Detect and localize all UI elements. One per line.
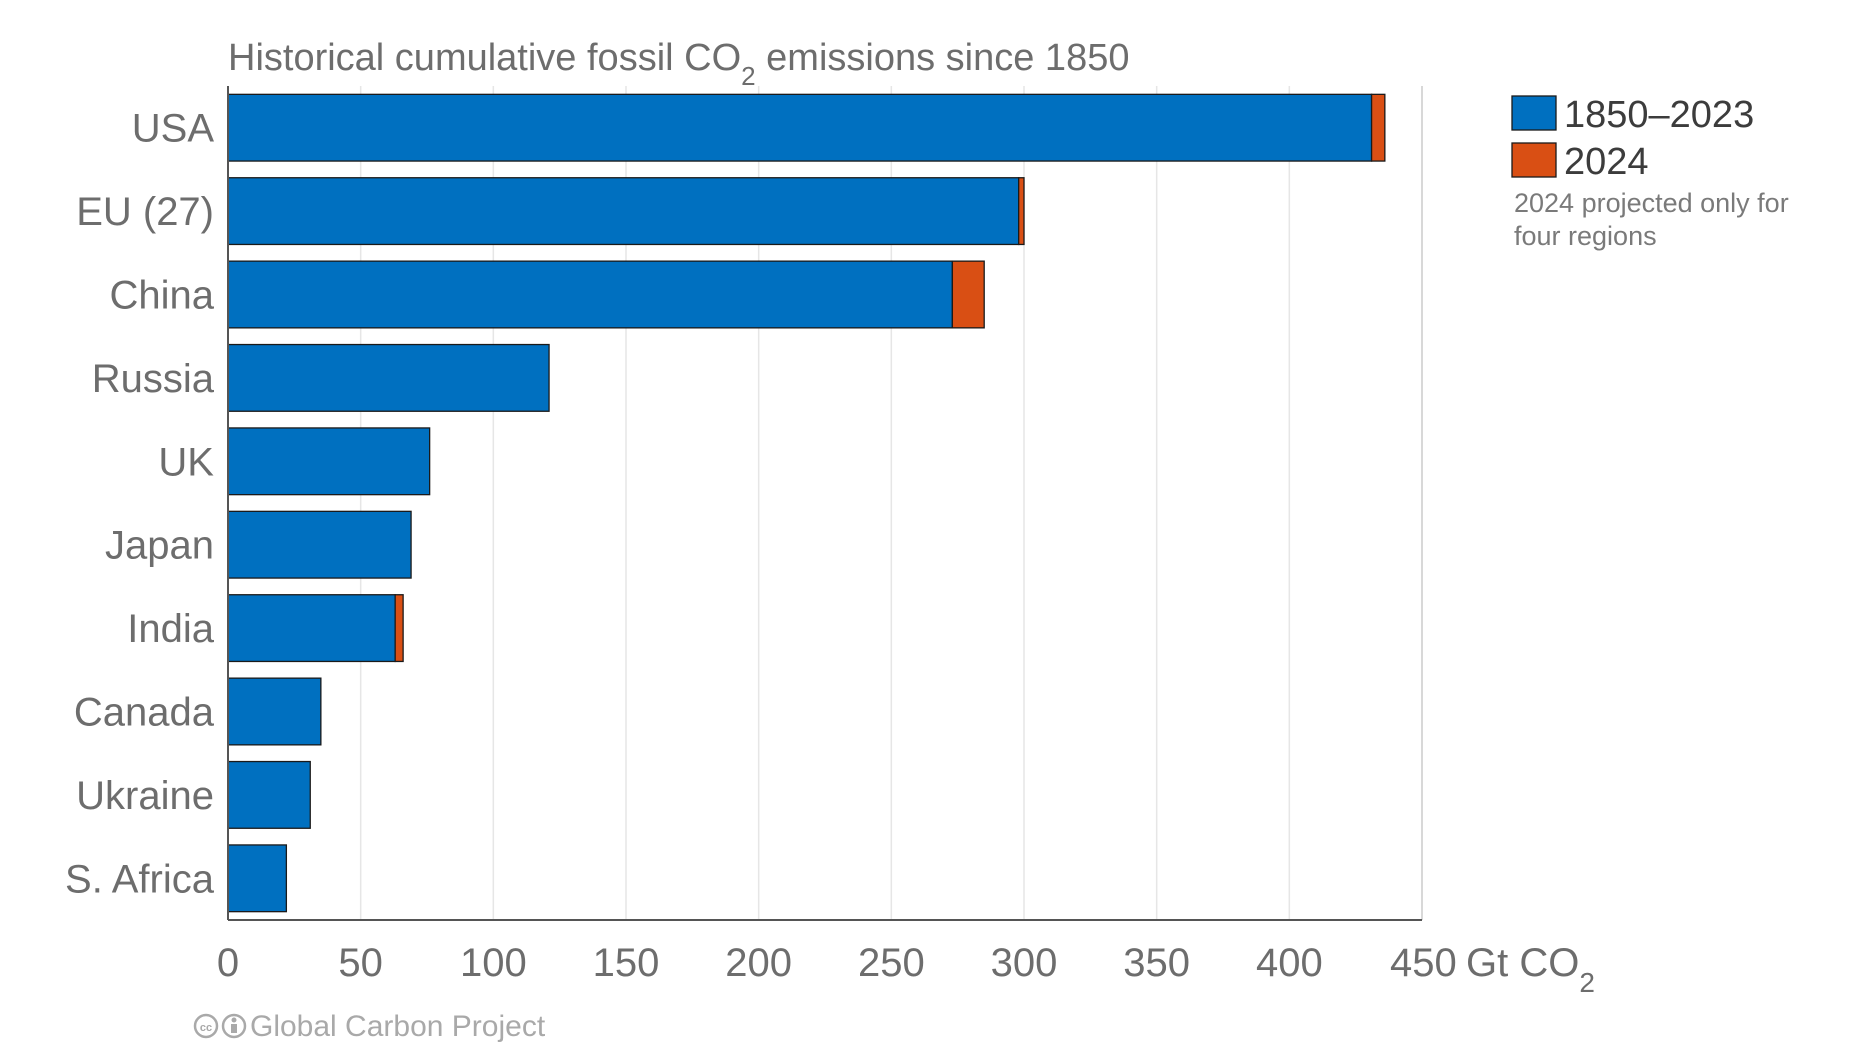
bar-segment-historical	[227, 427, 431, 496]
legend-label: 1850–2023	[1564, 94, 1754, 136]
bar-segment-historical	[227, 343, 550, 412]
tick-label: 100	[460, 941, 527, 985]
svg-text:cc: cc	[200, 1022, 212, 1034]
category-label: India	[127, 607, 214, 651]
category-label: Ukraine	[76, 774, 214, 818]
bar-segment-historical	[227, 510, 412, 579]
category-label: China	[109, 274, 214, 318]
bar-segment-historical	[227, 93, 1373, 162]
creative-commons-icon: cc	[193, 1013, 247, 1039]
bar-segment-historical	[227, 594, 396, 663]
bar-segment-historical	[227, 844, 288, 913]
tick-label: 300	[991, 941, 1058, 985]
legend-note: four regions	[1514, 221, 1657, 251]
legend-label: 2024	[1564, 141, 1649, 183]
tick-label: 450	[1390, 941, 1457, 985]
x-axis-label: Gt CO2	[1466, 941, 1595, 998]
bar-segment-historical	[227, 260, 954, 329]
legend: 1850–2023 2024 2024 projected only forfour…	[1511, 94, 1789, 251]
tick-label: 150	[593, 941, 660, 985]
legend-swatch	[1511, 95, 1557, 131]
tick-label: 0	[217, 941, 239, 985]
chart-title: Historical cumulative fossil CO2 emissio…	[228, 37, 1129, 91]
category-label: USA	[132, 107, 215, 151]
bars	[227, 93, 1386, 913]
category-label: S. Africa	[65, 857, 215, 901]
category-label: EU (27)	[76, 190, 214, 234]
axes	[227, 86, 1422, 921]
credit-text: Global Carbon Project	[250, 1010, 546, 1042]
tick-label: 400	[1256, 941, 1323, 985]
category-label: UK	[158, 440, 214, 484]
category-labels: USA EU (27) China Russia UK Japan India Canada U…	[65, 107, 215, 902]
bar-segment-projected	[951, 260, 985, 329]
bar-segment-historical	[227, 177, 1020, 246]
bar-segment-projected	[1370, 93, 1386, 162]
tick-label: 250	[858, 941, 925, 985]
category-label: Russia	[92, 357, 215, 401]
bar-segment-projected	[1018, 177, 1025, 246]
bar-segment-historical	[227, 760, 311, 829]
tick-labels: 0 50 100 150 200 250 300 350 400 450 Gt CO2	[217, 941, 1595, 998]
tick-label: 200	[725, 941, 792, 985]
credit: cc Global Carbon Project	[193, 1010, 546, 1043]
bar-segment-historical	[227, 677, 322, 746]
tick-label: 50	[338, 941, 383, 985]
category-label: Canada	[74, 691, 215, 735]
legend-note: 2024 projected only for	[1514, 188, 1789, 218]
category-label: Japan	[105, 524, 214, 568]
tick-label: 350	[1123, 941, 1190, 985]
bar-segment-projected	[394, 594, 404, 663]
legend-swatch	[1511, 142, 1557, 178]
